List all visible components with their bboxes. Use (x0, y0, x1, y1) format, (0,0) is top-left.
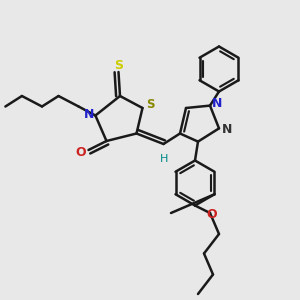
Text: N: N (84, 107, 94, 121)
Text: S: S (146, 98, 154, 112)
Text: O: O (76, 146, 86, 160)
Text: H: H (160, 154, 169, 164)
Text: S: S (114, 59, 123, 72)
Text: N: N (222, 123, 233, 136)
Text: O: O (206, 208, 217, 221)
Text: N: N (212, 97, 223, 110)
